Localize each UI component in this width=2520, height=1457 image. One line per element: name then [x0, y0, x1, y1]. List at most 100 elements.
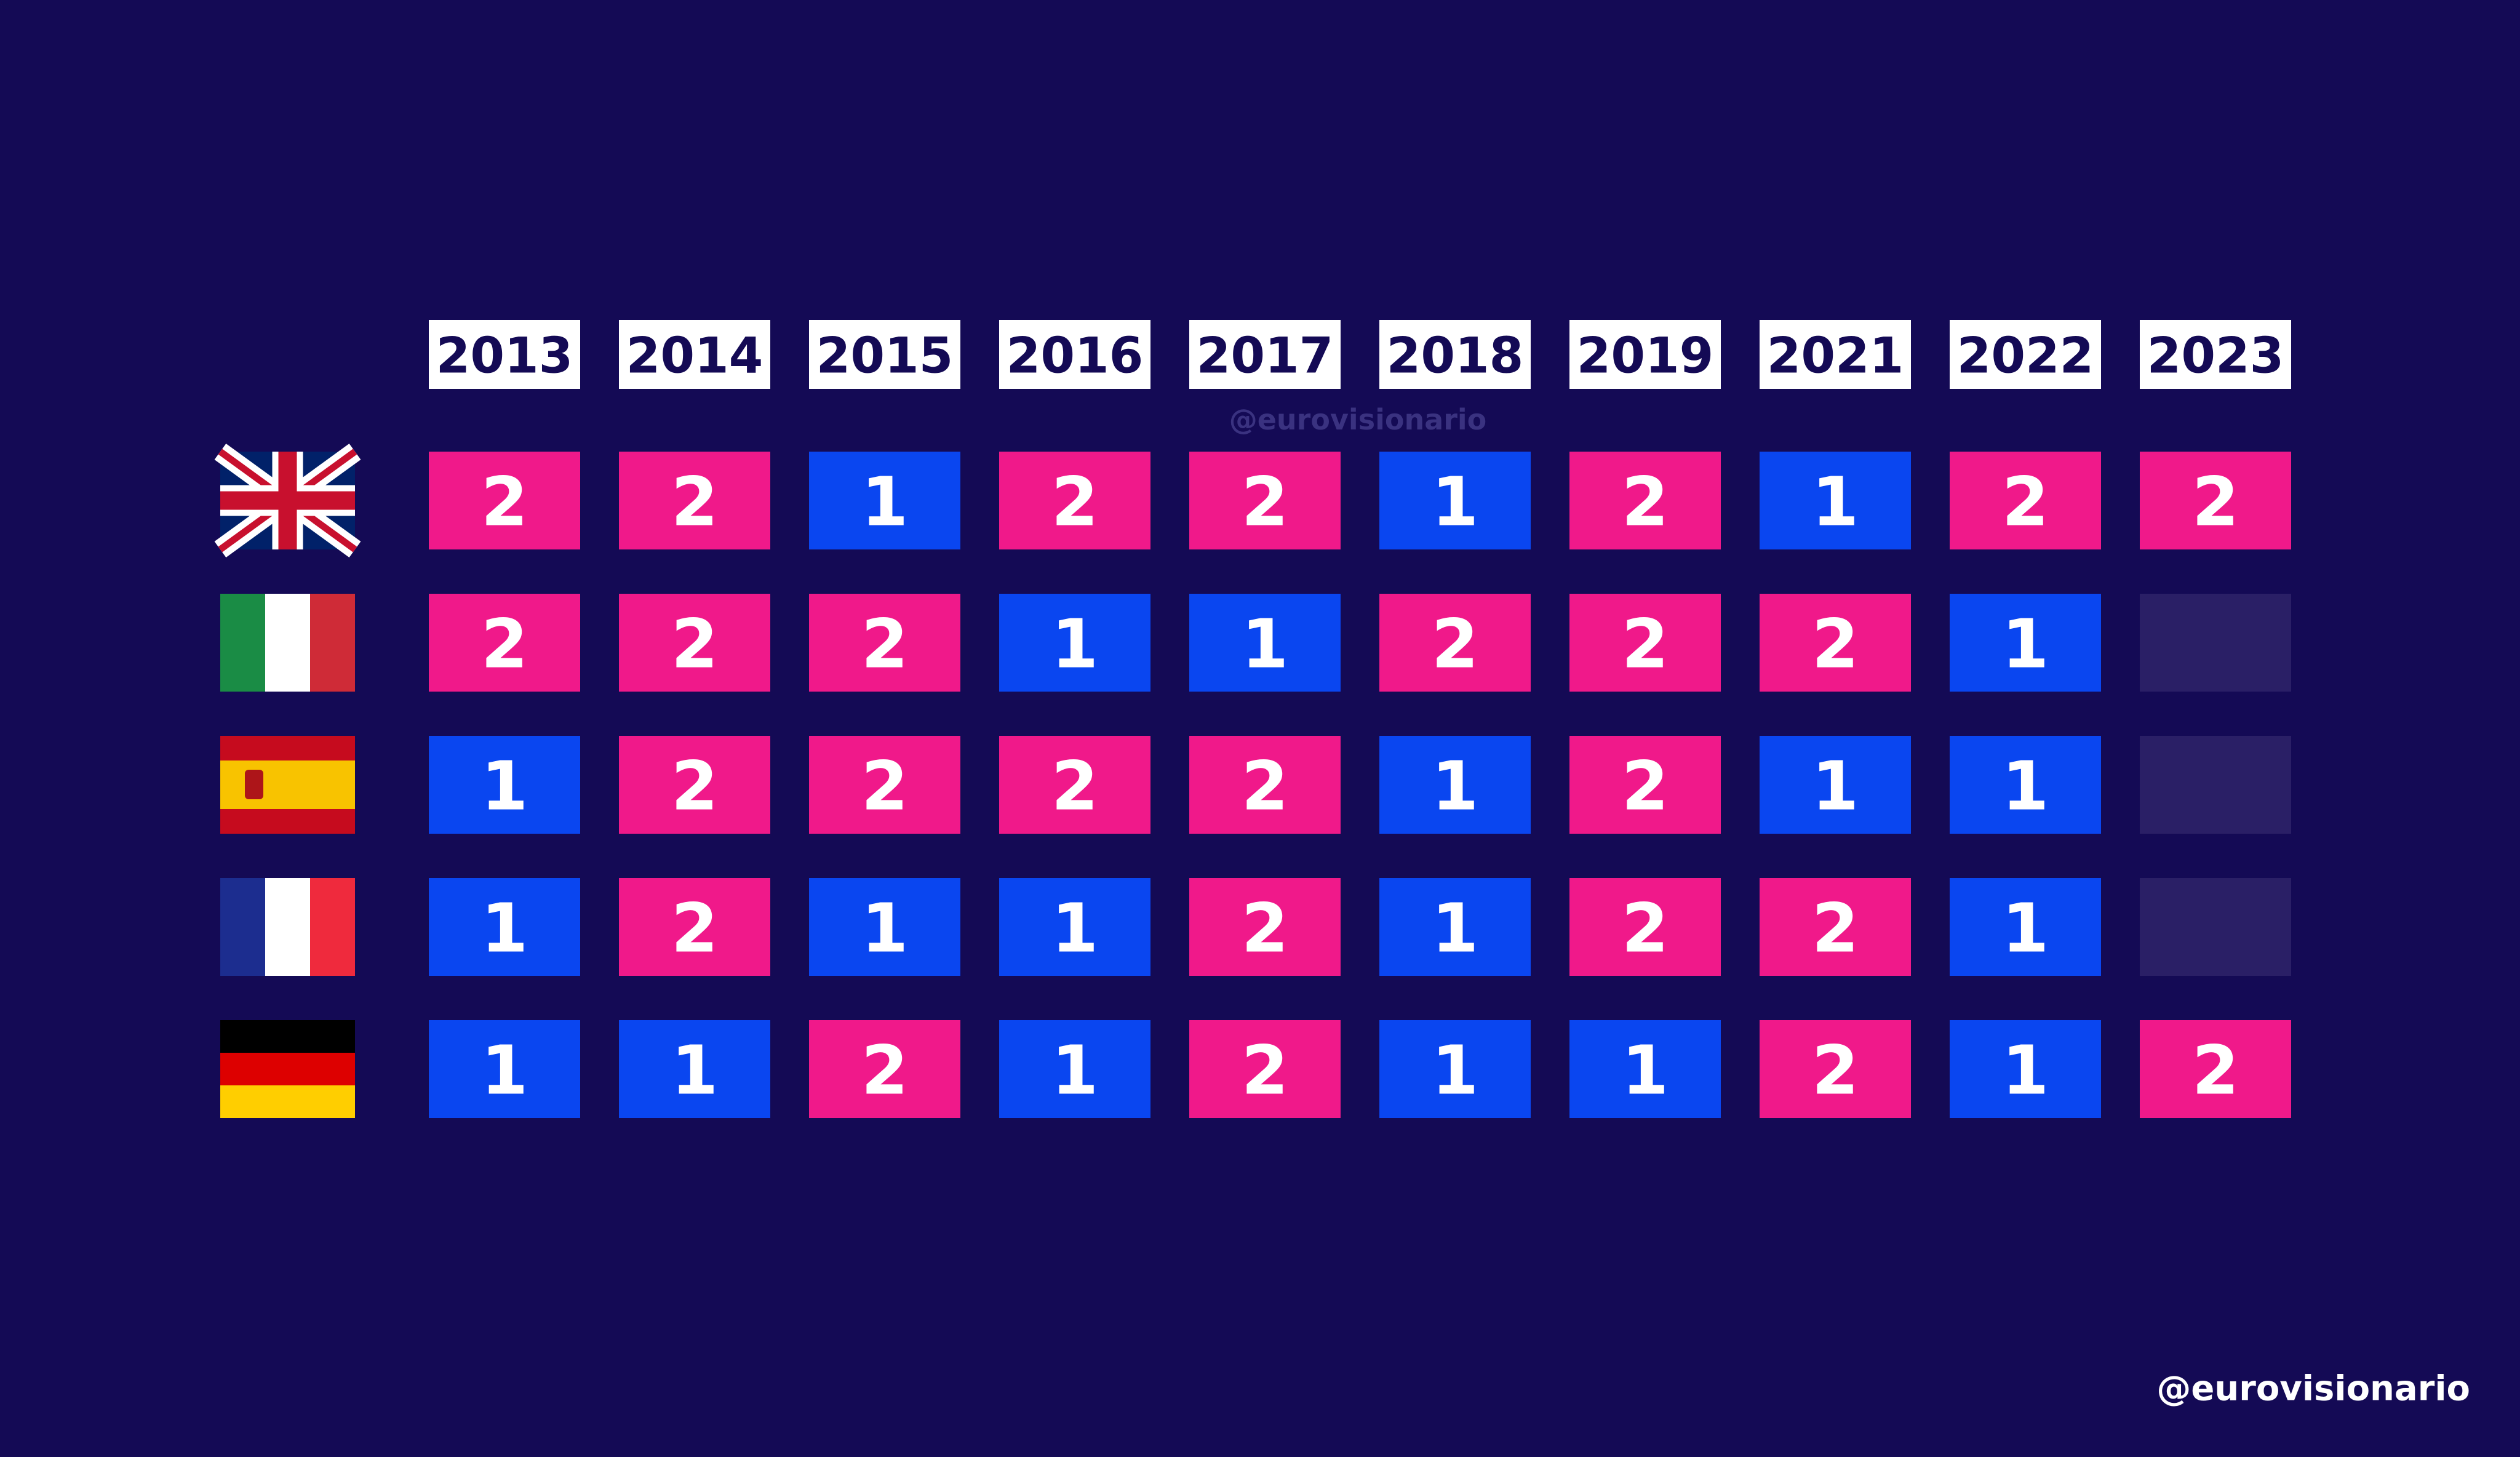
result-cell [1950, 594, 2101, 692]
result-value: 2 [861, 605, 909, 684]
result-value: 2 [1051, 747, 1099, 826]
result-value: 1 [2002, 1031, 2049, 1110]
result-value: 2 [2192, 463, 2239, 541]
result-value: 1 [481, 1031, 528, 1110]
result-value: 1 [1812, 747, 1859, 826]
year-box [1950, 320, 2101, 389]
result-cell [999, 1020, 1150, 1118]
result-value: 2 [1242, 1031, 1289, 1110]
result-value: 1 [2002, 605, 2049, 684]
result-cell [1189, 1020, 1341, 1118]
result-value: 1 [1432, 889, 1479, 968]
result-value: 2 [1812, 1031, 1859, 1110]
result-value: 1 [1432, 747, 1479, 826]
result-cell [1379, 452, 1531, 549]
flag-germany [220, 1020, 355, 1118]
result-cell [809, 1020, 960, 1118]
year-box [999, 320, 1150, 389]
result-value: 2 [1622, 747, 1669, 826]
result-value: 2 [1622, 889, 1669, 968]
result-cell [1950, 736, 2101, 834]
result-cell [1379, 736, 1531, 834]
result-cell [1569, 878, 1721, 976]
result-cell [1379, 594, 1531, 692]
result-cell [1569, 452, 1721, 549]
result-cell [619, 1020, 770, 1118]
result-value: 1 [861, 889, 909, 968]
result-value: 2 [1242, 747, 1289, 826]
result-value: 1 [1051, 1031, 1099, 1110]
result-cell [1569, 1020, 1721, 1118]
result-cell [809, 878, 960, 976]
year-box [429, 320, 580, 389]
result-value: 1 [1051, 605, 1099, 684]
year-label: 2016 [1007, 327, 1144, 385]
result-value: 1 [861, 463, 909, 541]
result-cell [429, 1020, 580, 1118]
result-cell [619, 736, 770, 834]
result-value: 2 [1622, 463, 1669, 541]
result-cell [1760, 452, 1911, 549]
result-cell [429, 452, 580, 549]
flag-spain [220, 736, 355, 834]
flag-france [220, 878, 355, 976]
result-cell [1379, 878, 1531, 976]
result-cell [809, 594, 960, 692]
year-label: 2019 [1577, 327, 1714, 385]
result-cell [999, 736, 1150, 834]
year-box [1569, 320, 1721, 389]
result-value: 2 [1051, 463, 1099, 541]
result-value: 2 [2002, 463, 2049, 541]
result-value: 2 [671, 463, 719, 541]
result-cell [2140, 1020, 2291, 1118]
year-box [2140, 320, 2291, 389]
year-label: 2017 [1197, 327, 1334, 385]
watermark: @eurovisionario [1229, 403, 1487, 436]
result-cell [2140, 736, 2291, 834]
result-cell [619, 594, 770, 692]
year-box [809, 320, 960, 389]
result-cell [1760, 736, 1911, 834]
flag-uk [214, 444, 361, 557]
result-value: 2 [1432, 605, 1479, 684]
year-label: 2023 [2147, 327, 2284, 385]
result-cell [1950, 1020, 2101, 1118]
result-value: 2 [1622, 605, 1669, 684]
result-value: 2 [1242, 889, 1289, 968]
result-cell [1760, 594, 1911, 692]
result-cell [2140, 878, 2291, 976]
year-box [1760, 320, 1911, 389]
year-box [619, 320, 770, 389]
result-cell [809, 736, 960, 834]
year-label: 2015 [816, 327, 954, 385]
result-cell [1569, 594, 1721, 692]
credit: @eurovisionario [2156, 1369, 2470, 1409]
result-cell [1760, 878, 1911, 976]
year-label: 2022 [1957, 327, 2094, 385]
result-value: 2 [861, 1031, 909, 1110]
result-cell [2140, 452, 2291, 549]
result-cell [1950, 452, 2101, 549]
result-cell [619, 878, 770, 976]
result-cell [1569, 736, 1721, 834]
result-cell [2140, 594, 2291, 692]
result-cell [1189, 594, 1341, 692]
result-value: 1 [1432, 1031, 1479, 1110]
result-value: 1 [2002, 747, 2049, 826]
result-value: 2 [481, 605, 528, 684]
result-value: 1 [1242, 605, 1289, 684]
result-cell [999, 452, 1150, 549]
result-cell [1189, 452, 1341, 549]
result-value: 1 [481, 747, 528, 826]
result-value: 1 [1622, 1031, 1669, 1110]
result-value: 2 [1812, 889, 1859, 968]
result-cell [1189, 878, 1341, 976]
result-value: 2 [2192, 1031, 2239, 1110]
result-value: 2 [1812, 605, 1859, 684]
year-label: 2014 [626, 327, 764, 385]
result-value: 1 [1812, 463, 1859, 541]
result-cell [999, 878, 1150, 976]
result-value: 2 [671, 747, 719, 826]
